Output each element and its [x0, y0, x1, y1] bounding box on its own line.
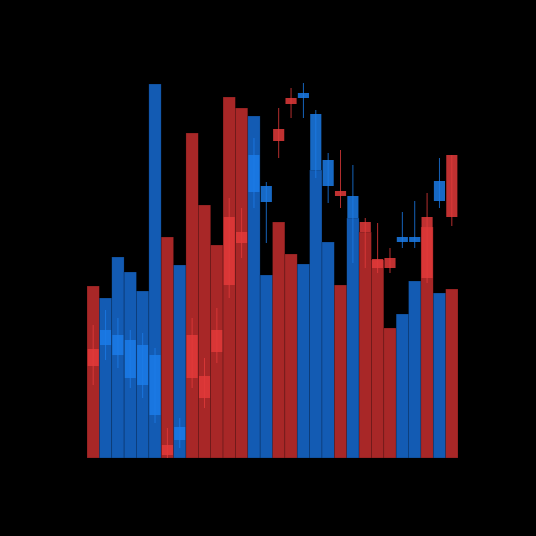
- candle-body: [372, 259, 384, 268]
- candle-body: [446, 155, 458, 217]
- candle-body: [174, 427, 186, 440]
- candle-body: [310, 114, 322, 170]
- candle-body: [124, 340, 136, 378]
- candle-body: [137, 345, 149, 385]
- candle-body: [223, 217, 235, 285]
- candle-body: [297, 93, 309, 98]
- candle-body: [248, 155, 260, 192]
- candle-body: [285, 98, 297, 104]
- candle-body: [433, 181, 446, 201]
- volume-bar: [321, 241, 335, 459]
- volume-bar: [309, 169, 323, 459]
- candle-body: [260, 186, 272, 202]
- candle-body: [384, 258, 396, 268]
- volume-bar: [235, 107, 249, 459]
- volume-bar: [408, 280, 422, 459]
- volume-bar: [445, 288, 459, 459]
- candle-body: [211, 330, 223, 352]
- candle-body: [149, 355, 161, 415]
- volume-bar: [259, 274, 273, 459]
- volume-bar: [383, 327, 397, 459]
- volume-bar: [395, 313, 409, 459]
- volume-bar: [284, 253, 298, 459]
- candle-body: [322, 160, 334, 186]
- volume-bar: [198, 204, 211, 459]
- candle-body: [359, 222, 371, 232]
- volume-bar: [371, 259, 385, 459]
- volume-bar: [432, 292, 446, 459]
- candle-body: [236, 232, 248, 243]
- candle-body: [112, 335, 124, 355]
- candle-body: [273, 129, 285, 141]
- volume-bar: [160, 236, 174, 459]
- volume-bar: [272, 221, 286, 459]
- candle-body: [198, 376, 211, 398]
- candle-body: [347, 196, 359, 218]
- candle-body: [409, 237, 421, 242]
- candle-body: [161, 445, 173, 455]
- candle-body: [334, 191, 347, 196]
- candle-body: [421, 217, 433, 278]
- volume-bar: [334, 284, 348, 459]
- candle-body: [87, 349, 99, 366]
- candle-body: [396, 237, 408, 242]
- volume-bar: [185, 132, 199, 459]
- candle-body: [99, 330, 112, 345]
- volume-bar: [296, 263, 310, 459]
- candle-body: [186, 335, 198, 378]
